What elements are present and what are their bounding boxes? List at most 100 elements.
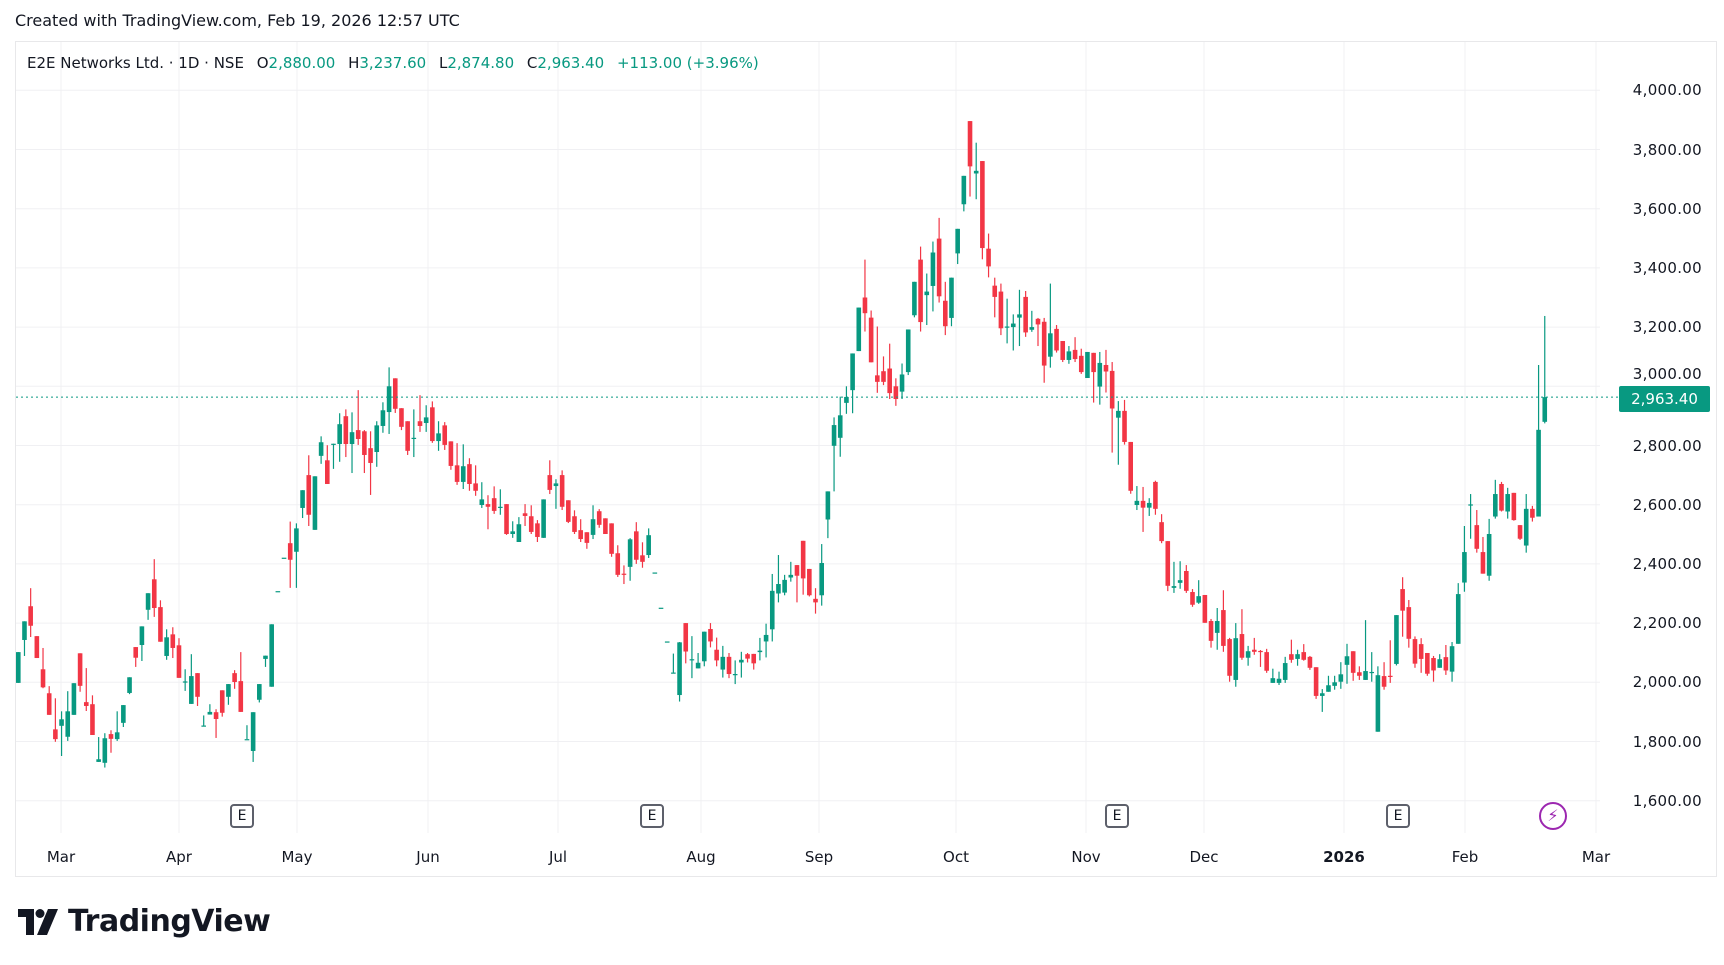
candle-down bbox=[1511, 492, 1517, 521]
candle-body bbox=[1245, 651, 1251, 658]
candle-down bbox=[967, 121, 973, 197]
candle-down bbox=[943, 281, 948, 336]
candle-body bbox=[1159, 522, 1164, 542]
candle-down bbox=[559, 470, 565, 511]
candle-up bbox=[1295, 649, 1300, 666]
candle-body bbox=[1146, 502, 1152, 508]
candle-body bbox=[386, 386, 392, 413]
earnings-marker[interactable]: E bbox=[640, 804, 664, 828]
candle-body bbox=[1060, 341, 1066, 360]
candle-body bbox=[392, 378, 398, 409]
candle-up bbox=[479, 482, 485, 508]
candle-body bbox=[1252, 649, 1257, 652]
symbol-title: E2E Networks Ltd. · 1D · NSE bbox=[27, 54, 244, 72]
candle-body bbox=[1202, 594, 1208, 623]
candle-down bbox=[986, 233, 991, 278]
candle-body bbox=[16, 652, 21, 683]
candle-down bbox=[640, 542, 645, 568]
candle-body bbox=[40, 669, 46, 688]
candle-down bbox=[355, 390, 361, 445]
candle-body bbox=[596, 511, 602, 525]
candle-up bbox=[337, 413, 342, 462]
candle-up bbox=[164, 629, 169, 660]
candle-down bbox=[195, 673, 200, 706]
candle-up bbox=[1214, 608, 1220, 650]
candle-down bbox=[893, 378, 899, 406]
candle-body bbox=[158, 607, 163, 642]
candle-body bbox=[485, 504, 491, 507]
candle-body bbox=[331, 443, 336, 445]
candle-body bbox=[1023, 296, 1028, 333]
candle-body bbox=[905, 329, 911, 373]
candle-body bbox=[59, 719, 64, 726]
candle-body bbox=[955, 228, 960, 254]
candle-down bbox=[566, 500, 571, 524]
candle-down bbox=[1252, 637, 1257, 655]
candle-down bbox=[1041, 317, 1047, 383]
candle-down bbox=[176, 638, 182, 678]
candle-up bbox=[646, 528, 651, 558]
candle-down bbox=[53, 698, 58, 742]
candle-up bbox=[701, 631, 707, 667]
candle-body bbox=[1177, 580, 1183, 583]
candle-body bbox=[559, 475, 565, 507]
candle-down bbox=[1517, 525, 1523, 540]
candle-body bbox=[34, 636, 40, 659]
candle-body bbox=[1313, 667, 1319, 696]
candle-body bbox=[1264, 652, 1269, 671]
tradingview-logo[interactable]: TradingView bbox=[18, 904, 271, 939]
candle-up bbox=[844, 386, 849, 414]
candle-body bbox=[726, 656, 732, 675]
candle-up bbox=[318, 436, 324, 464]
created-with-caption: Created with TradingView.com, Feb 19, 20… bbox=[15, 11, 460, 30]
candle-body bbox=[145, 593, 151, 610]
candle-body bbox=[1029, 327, 1035, 330]
candle-body bbox=[121, 705, 126, 723]
candle-body bbox=[436, 433, 441, 442]
candle-up bbox=[1394, 615, 1399, 666]
candle-body bbox=[442, 425, 448, 445]
candle-up bbox=[1146, 498, 1152, 516]
candle-body bbox=[677, 642, 682, 696]
candle-up bbox=[788, 561, 794, 582]
candle-down bbox=[1412, 636, 1418, 668]
candle-up bbox=[65, 691, 71, 741]
earnings-marker[interactable]: E bbox=[1386, 804, 1410, 828]
candle-down bbox=[1499, 481, 1504, 512]
candle-up bbox=[1375, 666, 1381, 732]
candle-down bbox=[1023, 290, 1028, 337]
candle-down bbox=[1381, 662, 1387, 690]
candle-down bbox=[1184, 565, 1189, 593]
candle-down bbox=[1425, 652, 1430, 676]
earnings-marker[interactable]: E bbox=[230, 804, 254, 828]
earnings-marker[interactable]: E bbox=[1105, 804, 1129, 828]
candle-up bbox=[627, 538, 633, 581]
candle-body bbox=[547, 475, 553, 490]
candle-down bbox=[1313, 667, 1319, 699]
candle-body bbox=[53, 729, 58, 740]
candle-down bbox=[1431, 655, 1436, 682]
candle-up bbox=[776, 555, 781, 603]
candle-up bbox=[825, 491, 831, 539]
candle-down bbox=[794, 565, 800, 603]
candle-up bbox=[1344, 643, 1350, 684]
candle-up bbox=[294, 523, 299, 588]
candle-body bbox=[819, 563, 824, 596]
candle-up bbox=[1233, 623, 1239, 687]
candle-body bbox=[1412, 639, 1418, 664]
candle-up bbox=[782, 574, 787, 596]
chart-panel[interactable] bbox=[15, 41, 1717, 877]
candle-down bbox=[603, 518, 608, 535]
candle-up bbox=[127, 677, 132, 695]
lightning-event-icon[interactable]: ⚡︎ bbox=[1539, 802, 1567, 830]
candle-up bbox=[349, 412, 355, 474]
candle-body bbox=[139, 626, 145, 646]
candle-up bbox=[226, 684, 231, 705]
open-label: O bbox=[256, 54, 269, 72]
candle-body bbox=[1196, 596, 1201, 603]
candle-down bbox=[751, 653, 757, 670]
candle-up bbox=[1326, 675, 1331, 692]
candle-up bbox=[1437, 654, 1442, 668]
candle-body bbox=[615, 553, 621, 575]
